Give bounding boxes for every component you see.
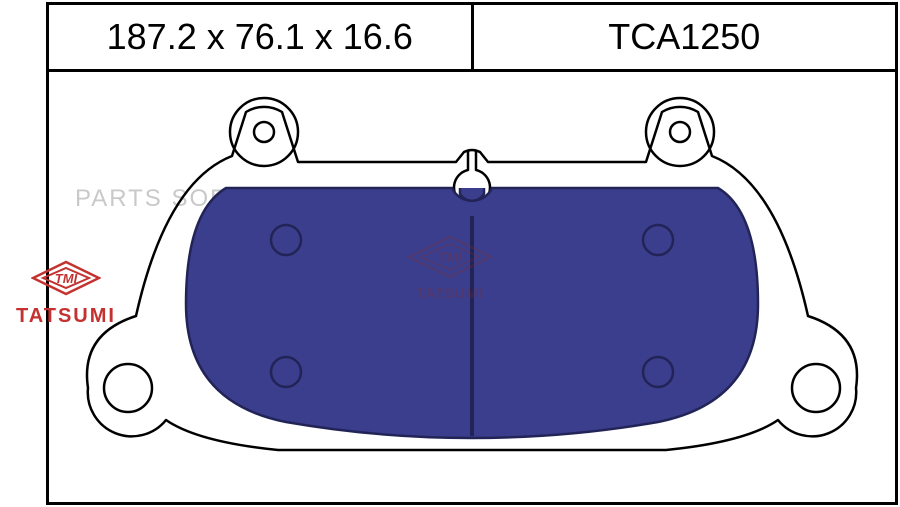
part-number-cell: TCA1250 xyxy=(474,2,899,72)
dimensions-cell: 187.2 x 76.1 x 16.6 xyxy=(46,2,474,72)
spec-header: 187.2 x 76.1 x 16.6 TCA1250 xyxy=(46,2,898,72)
part-number-text: TCA1250 xyxy=(608,16,760,58)
dimensions-text: 187.2 x 76.1 x 16.6 xyxy=(107,16,413,58)
brake-pad-diagram xyxy=(46,72,898,505)
